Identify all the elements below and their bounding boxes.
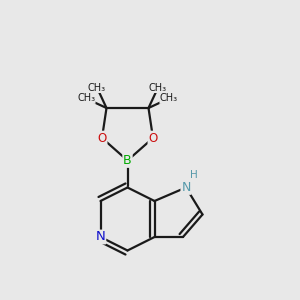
Text: O: O [98,131,106,145]
Text: CH₃: CH₃ [149,82,167,93]
Text: CH₃: CH₃ [160,94,178,103]
Text: N: N [96,230,105,244]
Text: CH₃: CH₃ [88,82,106,93]
Text: O: O [148,131,158,145]
Text: H: H [190,170,197,181]
Text: B: B [123,154,132,167]
Text: CH₃: CH₃ [77,94,95,103]
Text: N: N [181,181,191,194]
